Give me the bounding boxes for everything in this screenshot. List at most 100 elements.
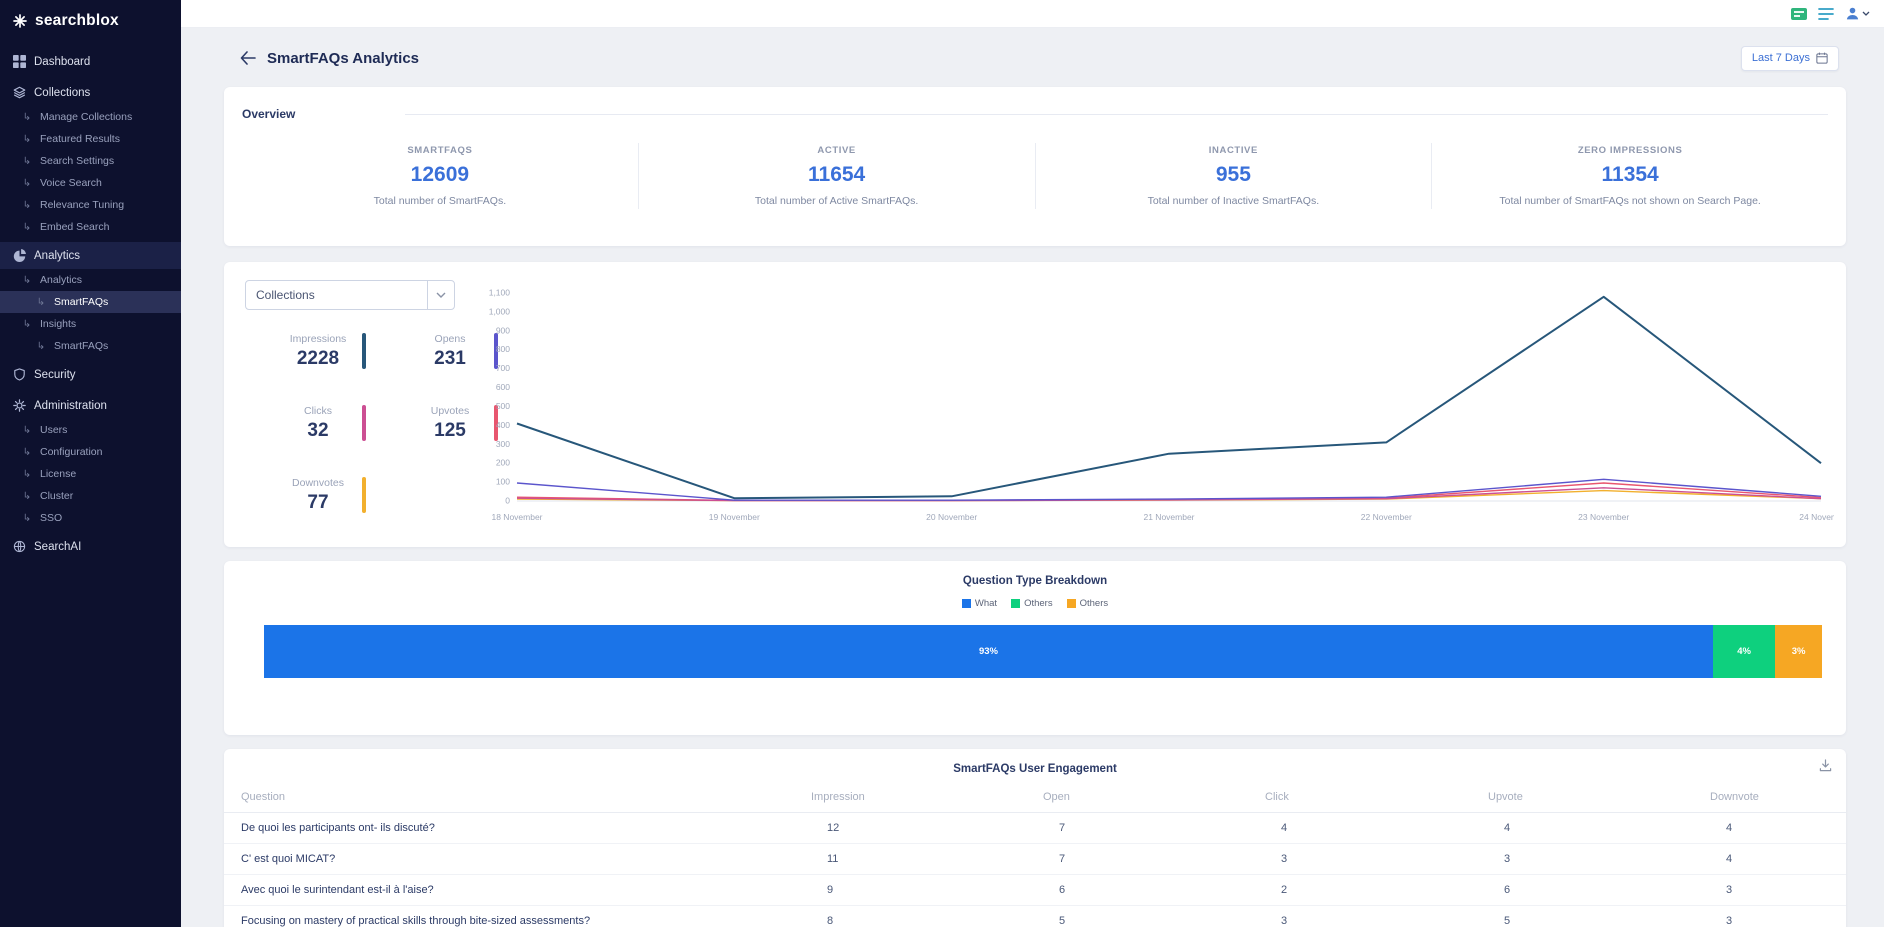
metric-label: Downvotes — [292, 476, 344, 489]
sidebar-item-relevance-tuning[interactable]: ↳ Relevance Tuning — [0, 194, 181, 216]
metric-opens: Opens 231 — [406, 326, 498, 376]
page-title: SmartFAQs Analytics — [267, 49, 419, 67]
sidebar-item-label: Voice Search — [40, 177, 102, 189]
svg-text:500: 500 — [496, 401, 510, 411]
svg-text:700: 700 — [496, 363, 510, 373]
metric-color-bar — [494, 405, 498, 441]
sidebar-item-security[interactable]: Security — [0, 361, 181, 388]
engagement-title: SmartFAQs User Engagement — [953, 763, 1117, 775]
legend-item: Others — [1011, 598, 1053, 609]
metric-downvotes: Downvotes 77 — [274, 470, 366, 520]
logo-text: searchblox — [35, 12, 119, 29]
sub-arrow-icon: ↳ — [22, 177, 32, 189]
logo[interactable]: searchblox — [0, 0, 181, 44]
date-range-button[interactable]: Last 7 Days — [1740, 45, 1839, 71]
svg-text:18 November: 18 November — [491, 512, 542, 522]
sub-arrow-icon: ↳ — [36, 296, 46, 308]
qtype-stacked-bar: 93% 4% 3% — [264, 625, 1822, 678]
sidebar-item-collections[interactable]: Collections — [0, 79, 181, 106]
dashboard-icon — [12, 55, 26, 68]
overview-section-label: Overview — [242, 107, 296, 121]
sidebar-item-label: Configuration — [40, 446, 103, 458]
stat-value: 955 — [1215, 163, 1251, 186]
sub-arrow-icon: ↳ — [22, 468, 32, 480]
sidebar-item-insights[interactable]: ↳ Insights — [0, 313, 181, 335]
sidebar-item-label: Relevance Tuning — [40, 199, 125, 211]
column-header: Click — [1265, 791, 1289, 803]
column-header: Open — [1043, 791, 1070, 803]
sub-arrow-icon: ↳ — [22, 111, 32, 123]
svg-text:1,100: 1,100 — [489, 288, 511, 298]
metric-color-bar — [362, 333, 366, 369]
user-menu[interactable] — [1845, 6, 1870, 21]
bar-segment-value: 93% — [978, 646, 998, 657]
sidebar-item-smartfaqs[interactable]: ↳ SmartFAQs — [0, 291, 181, 313]
stat-description: Total number of Inactive SmartFAQs. — [1147, 195, 1320, 207]
overview-stats: SMARTFAQS 12609 Total number of SmartFAQs.… — [242, 143, 1828, 209]
column-header: Impression — [811, 791, 865, 803]
searchblox-logo-icon — [12, 13, 28, 29]
impressions-line-chart: 0 100 200 300 400 500 600 700 800 900 1,000 1,100 18… — [464, 276, 1843, 531]
sidebar-item-voice-search[interactable]: ↳ Voice Search — [0, 172, 181, 194]
svg-text:20 November: 20 November — [926, 512, 977, 522]
date-range-label: Last 7 Days — [1751, 52, 1810, 64]
sidebar-item-smartfaqs[interactable]: ↳ SmartFAQs — [0, 335, 181, 357]
sidebar-nav: Dashboard Collections ↳ Manage Collections ↳… — [0, 48, 181, 560]
cell-value: 3 — [1504, 853, 1511, 865]
cell-value: 4 — [1726, 853, 1733, 865]
back-button[interactable] — [240, 51, 256, 65]
sidebar-item-embed-search[interactable]: ↳ Embed Search — [0, 216, 181, 238]
download-button[interactable] — [1819, 759, 1832, 775]
qtype-legend: What Others Others — [224, 598, 1846, 609]
sub-arrow-icon: ↳ — [22, 133, 32, 145]
svg-text:400: 400 — [496, 420, 510, 430]
metric-text: Clicks 32 — [274, 405, 362, 442]
stat-value: 11354 — [1601, 163, 1659, 186]
metric-value: 2228 — [296, 347, 340, 369]
question-type-card: Question Type Breakdown What Others Others… — [224, 561, 1846, 735]
metric-text: Impressions 2228 — [274, 333, 362, 370]
metrics-grid: Impressions 2228 Opens 231 Clicks 32 Upvotes 12… — [274, 326, 498, 520]
sidebar-item-featured-results[interactable]: ↳ Featured Results — [0, 128, 181, 150]
table-row: Focusing on mastery of practical skills … — [224, 906, 1846, 927]
legend-item: What — [961, 598, 997, 609]
metric-upvotes: Upvotes 125 — [406, 398, 498, 448]
sidebar-item-sso[interactable]: ↳ SSO — [0, 507, 181, 529]
sidebar-item-label: Analytics — [40, 274, 83, 286]
apps-icon[interactable] — [1791, 6, 1807, 22]
metric-clicks: Clicks 32 — [274, 398, 366, 448]
analytics-icon — [12, 249, 26, 262]
column-header: Question — [241, 791, 286, 803]
question-cell: De quoi les participants ont- ils discut… — [241, 822, 435, 834]
list-icon[interactable] — [1818, 7, 1834, 21]
svg-text:23 November: 23 November — [1578, 512, 1629, 522]
sidebar-item-label: SearchAI — [34, 540, 82, 553]
bar-segment-value: 4% — [1737, 646, 1751, 657]
sidebar-item-analytics[interactable]: Analytics — [0, 242, 181, 269]
stat-value: 11654 — [808, 163, 866, 186]
sidebar-item-administration[interactable]: Administration — [0, 392, 181, 419]
collections-dropdown[interactable]: Collections — [245, 280, 455, 310]
cell-value: 3 — [1281, 853, 1288, 865]
sidebar-item-license[interactable]: ↳ License — [0, 463, 181, 485]
cell-value: 5 — [1059, 915, 1066, 927]
cell-value: 7 — [1059, 853, 1066, 865]
sidebar-item-searchai[interactable]: SearchAI — [0, 533, 181, 560]
sidebar-item-dashboard[interactable]: Dashboard — [0, 48, 181, 75]
sidebar-item-analytics[interactable]: ↳ Analytics — [0, 269, 181, 291]
legend-swatch — [1011, 599, 1021, 608]
sidebar-item-manage-collections[interactable]: ↳ Manage Collections — [0, 106, 181, 128]
legend-label: Others — [1024, 598, 1053, 609]
sub-arrow-icon: ↳ — [22, 490, 32, 502]
sidebar-item-label: SmartFAQs — [54, 296, 109, 308]
svg-text:100: 100 — [496, 477, 510, 487]
sidebar-item-cluster[interactable]: ↳ Cluster — [0, 485, 181, 507]
sub-arrow-icon: ↳ — [22, 512, 32, 524]
sidebar-item-label: Collections — [34, 86, 91, 99]
sidebar-item-label: Dashboard — [34, 55, 91, 68]
sidebar-item-configuration[interactable]: ↳ Configuration — [0, 441, 181, 463]
sidebar-item-search-settings[interactable]: ↳ Search Settings — [0, 150, 181, 172]
metric-label: Impressions — [289, 332, 347, 345]
engagement-card: SmartFAQs User Engagement Question Impres… — [224, 749, 1846, 927]
sidebar-item-users[interactable]: ↳ Users — [0, 419, 181, 441]
